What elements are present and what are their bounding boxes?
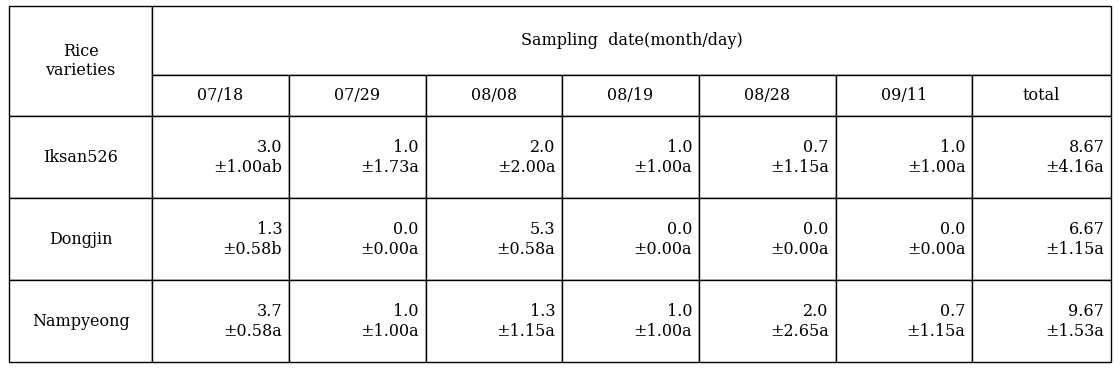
Text: 8.67
±4.16a: 8.67 ±4.16a — [1046, 139, 1104, 176]
Text: 0.0
±0.00a: 0.0 ±0.00a — [634, 221, 692, 258]
Text: 1.0
±1.00a: 1.0 ±1.00a — [907, 139, 965, 176]
Text: 09/11: 09/11 — [880, 87, 927, 104]
Bar — [426, 280, 562, 362]
Text: 0.7
±1.15a: 0.7 ±1.15a — [769, 139, 829, 176]
Bar — [152, 6, 1111, 75]
Text: 9.67
±1.53a: 9.67 ±1.53a — [1045, 303, 1104, 340]
Bar — [289, 198, 426, 280]
Bar — [426, 75, 562, 116]
Text: 1.0
±1.73a: 1.0 ±1.73a — [360, 139, 419, 176]
Bar — [562, 116, 699, 198]
Bar — [289, 116, 426, 198]
Bar — [972, 198, 1111, 280]
Bar — [9, 198, 152, 280]
Bar — [836, 280, 972, 362]
Bar — [152, 116, 289, 198]
Text: 2.0
±2.65a: 2.0 ±2.65a — [771, 303, 829, 340]
Bar — [9, 6, 152, 116]
Text: 3.0
±1.00ab: 3.0 ±1.00ab — [213, 139, 282, 176]
Text: 6.67
±1.15a: 6.67 ±1.15a — [1045, 221, 1104, 258]
Bar — [699, 116, 836, 198]
Bar — [289, 75, 426, 116]
Text: 08/19: 08/19 — [607, 87, 654, 104]
Text: 2.0
±2.00a: 2.0 ±2.00a — [497, 139, 556, 176]
Text: 5.3
±0.58a: 5.3 ±0.58a — [497, 221, 556, 258]
Bar — [972, 75, 1111, 116]
Text: Nampyeong: Nampyeong — [31, 313, 130, 330]
Bar — [699, 75, 836, 116]
Text: total: total — [1023, 87, 1061, 104]
Text: 1.3
±1.15a: 1.3 ±1.15a — [496, 303, 556, 340]
Bar — [699, 280, 836, 362]
Text: Dongjin: Dongjin — [49, 231, 112, 248]
Text: Iksan526: Iksan526 — [44, 149, 118, 166]
Text: 0.0
±0.00a: 0.0 ±0.00a — [361, 221, 419, 258]
Text: 1.0
±1.00a: 1.0 ±1.00a — [634, 139, 692, 176]
Text: Rice
varieties: Rice varieties — [46, 43, 115, 79]
Bar — [836, 116, 972, 198]
Text: 0.0
±0.00a: 0.0 ±0.00a — [771, 221, 829, 258]
Text: 0.0
±0.00a: 0.0 ±0.00a — [907, 221, 965, 258]
Bar — [562, 198, 699, 280]
Text: 0.7
±1.15a: 0.7 ±1.15a — [906, 303, 965, 340]
Text: 1.0
±1.00a: 1.0 ±1.00a — [361, 303, 419, 340]
Bar — [836, 198, 972, 280]
Bar — [426, 116, 562, 198]
Bar — [289, 280, 426, 362]
Text: 08/28: 08/28 — [744, 87, 791, 104]
Bar — [426, 198, 562, 280]
Bar — [9, 280, 152, 362]
Bar — [152, 280, 289, 362]
Bar — [9, 116, 152, 198]
Text: 1.3
±0.58b: 1.3 ±0.58b — [223, 221, 282, 258]
Text: 08/08: 08/08 — [470, 87, 517, 104]
Bar — [562, 75, 699, 116]
Bar — [972, 280, 1111, 362]
Bar — [836, 75, 972, 116]
Bar — [972, 116, 1111, 198]
Bar — [562, 280, 699, 362]
Text: 07/29: 07/29 — [334, 87, 381, 104]
Text: 3.7
±0.58a: 3.7 ±0.58a — [223, 303, 282, 340]
Bar — [699, 198, 836, 280]
Bar — [152, 75, 289, 116]
Text: 07/18: 07/18 — [197, 87, 244, 104]
Text: 1.0
±1.00a: 1.0 ±1.00a — [634, 303, 692, 340]
Text: Sampling  date(month/day): Sampling date(month/day) — [521, 32, 743, 49]
Bar — [152, 198, 289, 280]
